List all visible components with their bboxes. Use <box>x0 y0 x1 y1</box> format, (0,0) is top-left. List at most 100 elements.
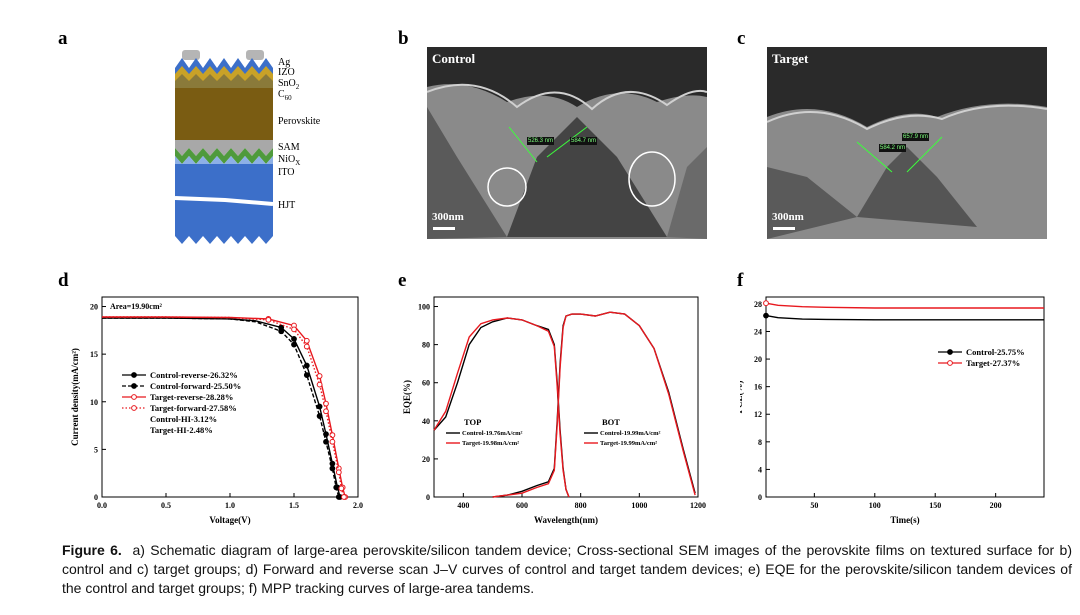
x-tick-label: 600 <box>516 501 528 510</box>
y-tick-label: 0 <box>426 493 430 502</box>
x-axis-label: Time(s) <box>890 515 919 525</box>
legend-marker <box>131 394 137 400</box>
caption-text: a) Schematic diagram of large-area perov… <box>62 542 1072 596</box>
caption-label: Figure 6. <box>62 542 122 558</box>
measurement-1-control: 526.3 nm <box>527 137 555 145</box>
label-izo: IZO <box>278 67 295 78</box>
legend-label: Control-forward-25.50% <box>150 381 241 391</box>
jv-data-point <box>335 469 342 476</box>
legend-label: Control-19.76mA/cm² <box>462 430 523 437</box>
label-ag: Ag <box>278 57 291 68</box>
hysteresis-note: Control-HI-3.12% <box>150 414 217 424</box>
panel-letter-d: d <box>58 270 69 291</box>
jv-data-point <box>265 316 272 323</box>
legend-label: Control-25.75% <box>966 347 1025 357</box>
scale-label-control: 300nm <box>432 211 464 223</box>
label-niox: NiOX <box>278 154 301 168</box>
eqe-group-title: BOT <box>602 417 620 427</box>
perovskite-layer <box>175 88 273 140</box>
mpp-start-point <box>763 312 769 319</box>
y-tick-label: 5 <box>94 445 98 454</box>
legend-marker <box>947 349 953 355</box>
x-tick-label: 1.0 <box>225 501 235 510</box>
label-ito: ITO <box>278 167 295 178</box>
legend-marker <box>131 383 137 389</box>
jv-data-point <box>291 336 297 342</box>
mpp-series-line <box>765 302 1044 309</box>
label-c60: C60 <box>278 89 292 103</box>
legend-label: Target-27.37% <box>966 358 1020 368</box>
panel-letter-e: e <box>398 270 407 291</box>
hjt-interface-line <box>174 196 274 206</box>
jv-data-point <box>291 341 297 348</box>
chart-d-jv-curves: 0.0 0.5 1.0 1.5 2.0 0 5 10 15 20 Voltage(V) Current… <box>70 296 363 525</box>
jv-data-point <box>341 494 347 500</box>
y-tick-label: 20 <box>422 455 430 464</box>
eqe-series-line <box>433 317 570 498</box>
jv-series-line <box>102 317 340 498</box>
jv-data-point <box>333 484 340 491</box>
jv-data-point <box>303 362 310 369</box>
panel-letter-a: a <box>58 28 68 49</box>
hysteresis-note: Target-HI-2.48% <box>150 425 213 435</box>
jv-data-point <box>278 328 285 335</box>
jv-data-point <box>329 438 336 445</box>
chart-e-eqe: 400 600 800 1000 1200 0 20 40 60 80 100 Wavelength(… <box>402 296 706 525</box>
label-sno2: SnO2 <box>278 78 300 92</box>
scale-label-target: 300nm <box>772 211 804 223</box>
area-annotation: Area=19.90cm² <box>110 302 163 311</box>
y-tick-label: 4 <box>758 465 762 474</box>
y-tick-label: 28 <box>754 300 762 309</box>
x-tick-label: 800 <box>575 501 587 510</box>
jv-data-point <box>303 372 310 378</box>
sem-image-target: Target 657.9 nm 584.2 nm 300nm <box>767 47 1047 239</box>
ito-layer <box>175 156 273 166</box>
panel-letter-b: b <box>398 28 409 49</box>
jv-data-point <box>323 438 329 445</box>
device-schematic <box>174 50 274 244</box>
x-tick-label: 2.0 <box>353 501 363 510</box>
label-hjt: HJT <box>278 200 296 211</box>
y-tick-label: 10 <box>90 398 98 407</box>
jv-data-point <box>338 485 345 492</box>
sem-title-target: Target <box>772 51 809 66</box>
y-tick-label: 40 <box>422 417 430 426</box>
y-axis-label: Current density(mA/cm²) <box>70 348 80 446</box>
panel-letter-c: c <box>737 28 746 49</box>
legend-label: Control-reverse-26.32% <box>150 370 238 380</box>
c60-layer <box>175 74 273 88</box>
sno2-layer <box>175 66 273 81</box>
ag-contact-left <box>182 50 200 60</box>
label-perovskite: Perovskite <box>278 116 321 127</box>
jv-data-point <box>316 403 323 410</box>
x-tick-label: 50 <box>810 501 818 510</box>
legend-label: Target-reverse-28.28% <box>150 392 233 402</box>
x-tick-label: 100 <box>869 501 881 510</box>
plot-frame <box>765 296 1045 498</box>
y-tick-label: 12 <box>754 410 762 419</box>
hjt-layer <box>175 164 273 244</box>
x-axis-label: Wavelength(nm) <box>534 515 598 525</box>
scale-bar-target <box>773 227 795 230</box>
legend-marker <box>947 360 953 366</box>
legend-label: Target-19.98mA/cm² <box>462 440 519 447</box>
y-axis-label: EQE(%) <box>402 380 412 414</box>
jv-data-point <box>316 373 323 379</box>
x-tick-label: 200 <box>990 501 1002 510</box>
x-tick-label: 0.5 <box>161 501 171 510</box>
y-tick-label: 0 <box>758 493 762 502</box>
y-tick-label: 24 <box>754 327 762 336</box>
sem-texture-target <box>767 47 1047 239</box>
measurement-2-control: 584.7 nm <box>570 137 598 145</box>
jv-data-point <box>316 381 323 388</box>
legend-marker <box>131 372 137 378</box>
x-tick-label: 400 <box>457 501 469 510</box>
mpp-series-line <box>765 314 1044 321</box>
jv-data-point <box>323 400 329 407</box>
eqe-group-title: TOP <box>464 417 481 427</box>
mpp-start-point <box>763 300 769 307</box>
legend-label: Target-forward-27.58% <box>150 403 237 413</box>
jv-data-point <box>335 494 342 500</box>
x-tick-label: 0.0 <box>97 501 107 510</box>
x-tick-label: 1000 <box>631 501 647 510</box>
